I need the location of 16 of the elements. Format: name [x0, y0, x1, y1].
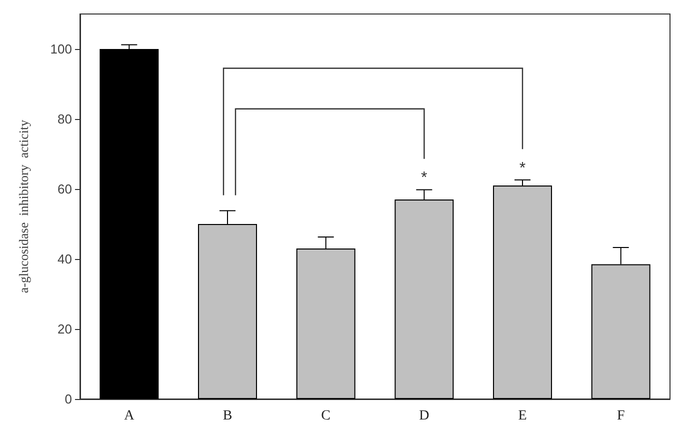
y-tick-label: 100	[50, 42, 72, 56]
x-tick-label: E	[518, 408, 527, 424]
x-tick-label: F	[616, 408, 625, 424]
annotation: *	[421, 170, 428, 187]
x-tick-label: C	[321, 408, 331, 424]
y-tick-label: 40	[58, 252, 72, 266]
bar	[100, 49, 159, 399]
y-tick-label: 20	[58, 322, 72, 336]
x-tick-label: B	[222, 408, 232, 424]
y-tick-label: 60	[58, 182, 72, 196]
annotation: *	[519, 160, 526, 177]
x-tick-label: A	[124, 408, 136, 424]
y-axis-title: a-glucosidase inhibitory acticity	[16, 119, 31, 294]
y-tick-label: 80	[58, 112, 72, 126]
y-tick-label: 0	[64, 392, 72, 406]
x-tick-label: D	[419, 408, 430, 424]
